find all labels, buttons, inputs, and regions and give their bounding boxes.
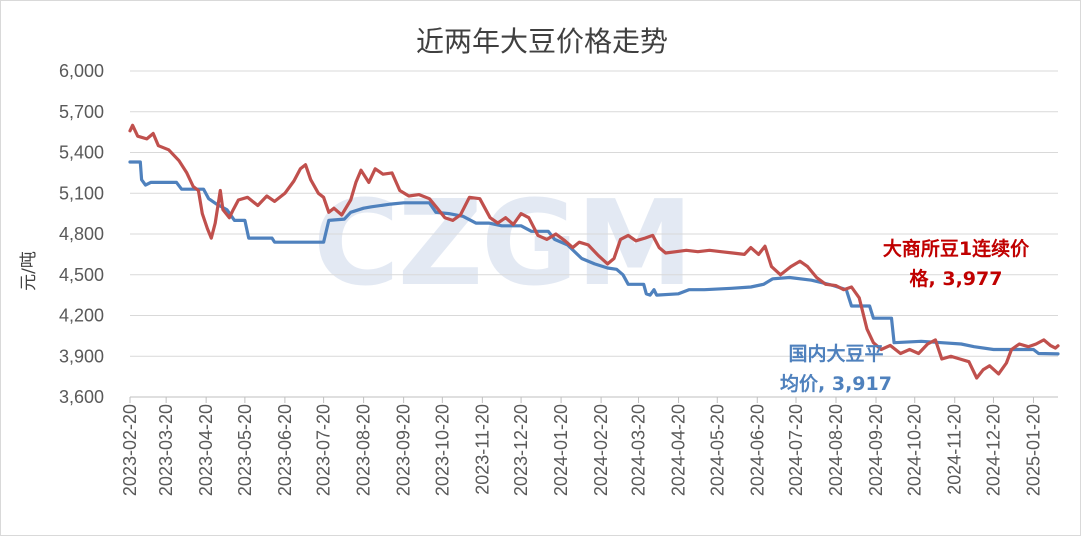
annotation-dce-soybean-line: 大商所豆1连续价 bbox=[883, 237, 1030, 260]
y-tick-label: 5,700 bbox=[59, 102, 104, 122]
x-tick-label: 2023-06-20 bbox=[275, 404, 295, 496]
watermark-text: CZGM bbox=[313, 174, 691, 312]
y-tick-label: 4,800 bbox=[59, 224, 104, 244]
x-tick-label: 2024-05-20 bbox=[707, 404, 727, 496]
x-tick-label: 2024-10-20 bbox=[905, 404, 925, 496]
series-annotations: 大商所豆1连续价格, 3,977 国内大豆平均价, 3,917 bbox=[780, 237, 1030, 395]
y-axis: 3,600 3,900 4,200 4,500 4,800 5,100 5,400 5,700… bbox=[59, 61, 104, 407]
y-tick-label: 6,000 bbox=[59, 61, 104, 81]
x-tick-label: 2023-12-20 bbox=[511, 404, 531, 496]
annotation-dce-soybean-line: 格, 3,977 bbox=[910, 267, 1003, 290]
x-tick-label: 2024-03-20 bbox=[629, 404, 649, 496]
y-tick-label: 3,600 bbox=[59, 387, 104, 407]
x-tick-label: 2025-01-20 bbox=[1023, 404, 1043, 496]
x-axis: 2023-02-20 2023-03-20 2023-04-20 2023-05-20… bbox=[120, 396, 1058, 496]
x-tick-label: 2023-07-20 bbox=[314, 404, 334, 496]
x-tick-label: 2024-12-20 bbox=[983, 404, 1003, 496]
annotation-domestic-avg-line: 均价, 3,917 bbox=[780, 372, 892, 395]
x-tick-label: 2024-09-20 bbox=[866, 404, 886, 496]
x-tick-label: 2023-08-20 bbox=[354, 404, 374, 496]
x-tick-label: 2024-01-20 bbox=[551, 404, 571, 496]
x-tick-label: 2023-04-20 bbox=[196, 404, 216, 496]
y-axis-label: 元/吨 bbox=[19, 251, 39, 291]
annotation-dce-soybean: 大商所豆1连续价格, 3,977 bbox=[883, 237, 1030, 290]
x-tick-label: 2023-10-20 bbox=[432, 404, 452, 496]
x-tick-label: 2023-02-20 bbox=[120, 404, 140, 496]
annotation-domestic-avg-line: 国内大豆平 bbox=[788, 342, 883, 365]
x-tick-label: 2024-07-20 bbox=[786, 404, 806, 496]
x-tick-label: 2023-03-20 bbox=[156, 404, 176, 496]
x-tick-label: 2024-04-20 bbox=[669, 404, 689, 496]
x-tick-label: 2024-11-20 bbox=[945, 404, 965, 495]
x-tick-label: 2023-11-20 bbox=[472, 404, 492, 495]
annotation-domestic-avg: 国内大豆平均价, 3,917 bbox=[780, 342, 892, 395]
chart-title: 近两年大豆价格走势 bbox=[416, 25, 668, 58]
x-tick-label: 2024-02-20 bbox=[591, 404, 611, 496]
y-tick-label: 3,900 bbox=[59, 346, 104, 366]
x-tick-label: 2023-09-20 bbox=[394, 404, 414, 496]
y-tick-label: 5,100 bbox=[59, 183, 104, 203]
x-tick-label: 2024-08-20 bbox=[826, 404, 846, 496]
y-tick-label: 5,400 bbox=[59, 143, 104, 163]
series-layer bbox=[128, 123, 1060, 380]
series-line-dce-soybean bbox=[128, 123, 1060, 380]
x-tick-label: 2023-05-20 bbox=[235, 404, 255, 496]
x-tick-label: 2024-06-20 bbox=[747, 404, 767, 496]
y-tick-label: 4,200 bbox=[59, 306, 104, 326]
y-tick-label: 4,500 bbox=[59, 265, 104, 285]
